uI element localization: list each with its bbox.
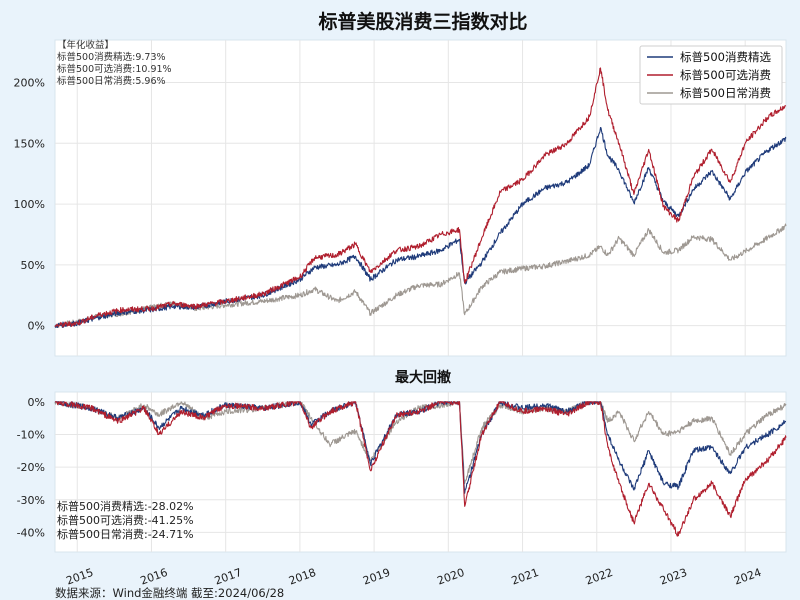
series-line-1-1 — [54, 401, 787, 537]
annual-return-3: 标普500日常消费:5.96% — [57, 75, 166, 87]
y-tick-label-0-1: 50% — [21, 259, 45, 272]
drawdown-note-3: 标普500日常消费:-24.71% — [57, 527, 194, 541]
source-note: 数据来源：Wind金融终端 截至:2024/06/28 — [55, 586, 284, 600]
bottom-grid — [55, 392, 786, 552]
x-tick-label-2015: 2015 — [64, 566, 95, 588]
y-tick-label-1-1: -10% — [17, 428, 45, 441]
y-tick-label-0-3: 150% — [14, 137, 45, 150]
bottom-y-axis: 0% -10% -20% -30% -40% — [17, 396, 45, 540]
annual-return-2: 标普500可选消费:10.91% — [57, 63, 172, 75]
drawdown-notes: 标普500消费精选:-28.02% 标普500可选消费:-41.25% 标普50… — [57, 499, 194, 541]
chart-title: 标普美股消费三指数对比 — [318, 10, 527, 33]
y-tick-label-0-2: 100% — [14, 198, 45, 211]
x-tick-label-2019: 2019 — [361, 566, 392, 588]
drawdown-note-2: 标普500可选消费:-41.25% — [57, 513, 194, 527]
x-tick-label-2021: 2021 — [510, 566, 541, 588]
annual-return-1: 标普500消费精选:9.73% — [57, 51, 166, 63]
legend-box — [639, 45, 783, 105]
x-tick-label-2024: 2024 — [732, 566, 763, 588]
x-tick-label-2023: 2023 — [658, 566, 689, 588]
drawdown-note-1: 标普500消费精选:-28.02% — [57, 499, 194, 513]
y-tick-label-1-4: -40% — [17, 526, 45, 539]
bottom-plot-area — [54, 391, 787, 553]
legend-label-2: 标普500可选消费 — [680, 68, 771, 82]
series-line-1-2 — [54, 401, 787, 484]
series-line-0-1 — [54, 67, 787, 328]
y-tick-label-1-0: 0% — [28, 396, 45, 409]
y-tick-label-0-0: 0% — [28, 320, 45, 333]
x-tick-label-2022: 2022 — [584, 566, 615, 588]
annual-return-header: 【年化收益】 — [57, 39, 114, 51]
legend-label-1: 标普500消费精选 — [680, 50, 771, 64]
y-tick-label-1-3: -30% — [17, 494, 45, 507]
legend-label-3: 标普500日常消费 — [680, 86, 771, 100]
x-tick-label-2018: 2018 — [287, 566, 318, 588]
y-tick-label-1-2: -20% — [17, 461, 45, 474]
top-y-axis: 0% 50% 100% 150% 200% — [14, 77, 45, 333]
y-tick-label-0-4: 200% — [14, 77, 45, 90]
x-tick-label-2016: 2016 — [139, 566, 170, 588]
top-series-lines — [54, 67, 787, 329]
x-axis-years: 2015 2016 2017 2018 2019 2020 2021 2022 2023 2024 — [64, 566, 763, 588]
annual-return-box: 【年化收益】 标普500消费精选:9.73% 标普500可选消费:10.91% … — [57, 39, 172, 87]
x-tick-label-2020: 2020 — [435, 566, 466, 588]
x-tick-label-2017: 2017 — [213, 566, 244, 588]
drawdown-title: 最大回撤 — [395, 369, 451, 386]
bottom-series-lines — [54, 401, 787, 537]
legend: 标普500消费精选 标普500可选消费 标普500日常消费 — [639, 45, 783, 105]
